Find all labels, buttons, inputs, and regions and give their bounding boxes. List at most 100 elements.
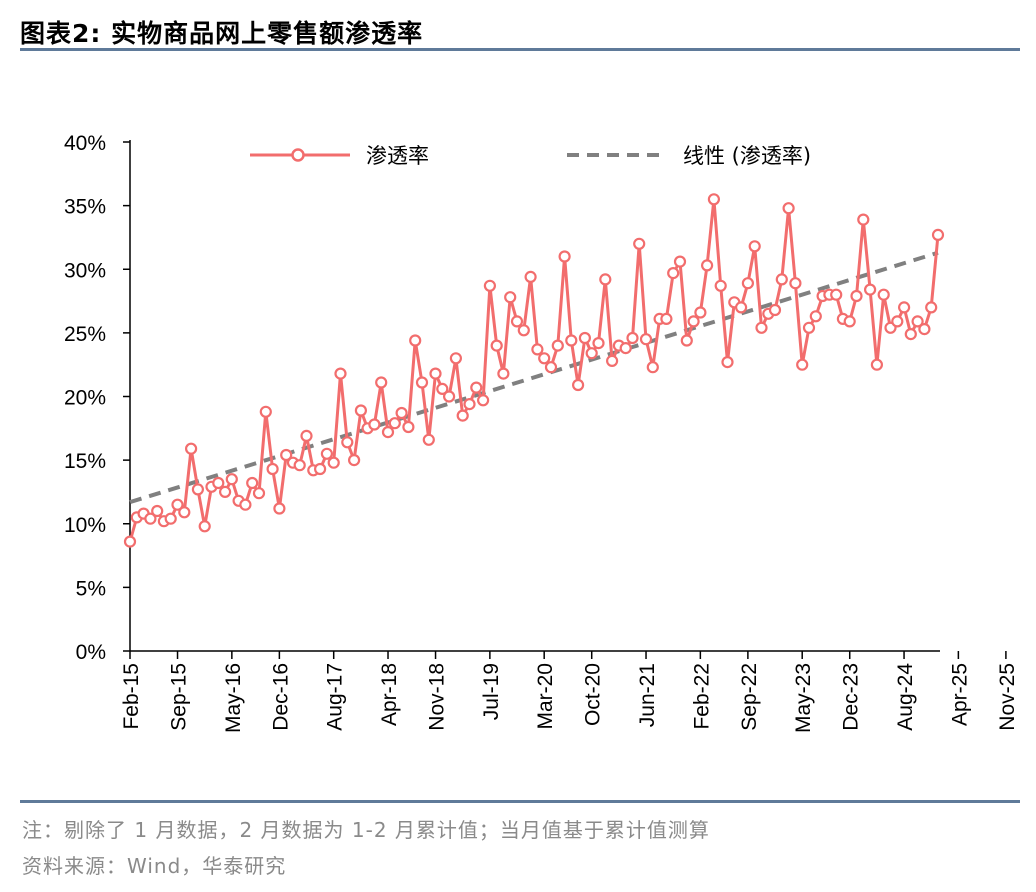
y-tick-label: 0% <box>76 641 106 664</box>
x-tick-label: Aug-17 <box>324 663 347 731</box>
data-point <box>830 288 843 301</box>
data-point <box>463 398 476 411</box>
data-point <box>185 442 198 455</box>
x-tick-label: Mar-20 <box>534 663 557 730</box>
x-tick-label: Oct-20 <box>582 663 605 726</box>
data-point <box>687 315 700 328</box>
data-point <box>144 512 157 525</box>
data-point <box>504 291 517 304</box>
data-point <box>782 202 795 215</box>
data-point <box>633 237 646 250</box>
data-point <box>497 367 510 380</box>
data-point <box>796 358 809 371</box>
data-point <box>925 301 938 314</box>
data-point <box>748 240 761 253</box>
y-axis: 0% 5% 10% 15% 20% 25% 30% 35% 40% <box>64 132 131 664</box>
data-point <box>320 447 333 460</box>
data-point <box>354 404 367 417</box>
data-point <box>517 324 530 337</box>
data-point <box>266 462 279 476</box>
data-point <box>565 334 578 347</box>
y-tick-label: 35% <box>64 196 106 219</box>
data-point <box>897 301 911 314</box>
series-line <box>128 197 940 543</box>
data-point <box>768 303 782 317</box>
data-point <box>334 367 347 380</box>
x-tick-label: Feb-15 <box>120 663 143 730</box>
data-point <box>680 334 693 347</box>
data-point <box>585 347 598 360</box>
legend-series-label: 渗透率 <box>366 144 429 168</box>
source-note: 资料来源：Wind，华泰研究 <box>22 854 287 878</box>
chart: 0% 5% 10% 15% 20% 25% 30% 35% 40% Feb-15 Sep-15 Ma… <box>64 132 1019 733</box>
x-tick-label: Nov-25 <box>996 663 1019 731</box>
data-point <box>694 306 707 319</box>
x-tick-label: Jun-21 <box>636 663 659 727</box>
data-point <box>741 277 755 290</box>
data-point <box>415 376 429 389</box>
data-point <box>510 315 524 328</box>
data-point <box>443 390 456 403</box>
data-point <box>599 273 612 286</box>
data-point <box>809 310 822 323</box>
data-point <box>191 483 204 496</box>
y-tick-label: 25% <box>64 323 106 346</box>
data-point <box>619 342 632 355</box>
data-point <box>381 426 395 439</box>
data-point <box>483 279 496 292</box>
data-point <box>850 289 863 303</box>
data-point <box>857 213 870 226</box>
data-point <box>171 498 184 511</box>
y-tick-label: 10% <box>64 514 106 537</box>
data-point <box>402 420 415 434</box>
data-point <box>164 512 177 525</box>
penetration-series <box>123 193 945 548</box>
data-point <box>544 361 558 374</box>
x-tick-label: Dec-23 <box>840 663 863 731</box>
data-point <box>531 343 544 356</box>
data-point <box>571 378 585 392</box>
x-tick-label: Aug-24 <box>894 663 917 731</box>
data-point <box>368 418 381 431</box>
data-point <box>327 456 340 469</box>
x-tick-label: Sep-15 <box>168 663 191 731</box>
data-point <box>123 535 137 548</box>
data-point <box>259 405 272 418</box>
data-point <box>626 331 639 345</box>
data-point <box>538 352 551 365</box>
data-point <box>734 301 748 314</box>
data-point <box>721 356 734 369</box>
data-point <box>660 312 673 325</box>
data-point <box>931 228 945 241</box>
x-tick-label: Dec-16 <box>269 663 292 731</box>
data-point <box>789 277 802 290</box>
data-point <box>877 288 890 301</box>
data-point <box>755 321 768 334</box>
data-point <box>341 436 354 449</box>
x-tick-label: Apr-18 <box>378 663 401 726</box>
data-point <box>673 255 687 268</box>
data-point <box>490 339 503 352</box>
y-tick-label: 15% <box>64 450 106 473</box>
data-point <box>775 273 788 286</box>
data-point <box>239 498 252 511</box>
data-point <box>524 270 537 283</box>
data-point <box>198 520 211 533</box>
bottom-rule <box>20 800 1020 803</box>
data-point <box>904 328 917 341</box>
data-point <box>911 315 924 328</box>
data-point <box>558 250 571 263</box>
trend-series <box>129 250 939 505</box>
footnote: 注：剔除了 1 月数据，2 月数据为 1-2 月累计值；当月值基于累计值测算 <box>22 818 710 842</box>
data-point <box>225 473 238 486</box>
y-tick-label: 30% <box>64 259 106 282</box>
data-point <box>646 361 659 374</box>
figure-title: 图表2: 实物商品网上零售额渗透率 <box>20 19 424 48</box>
x-tick-label: Feb-22 <box>690 663 713 730</box>
data-point <box>280 448 293 462</box>
data-point <box>375 376 388 389</box>
x-axis: Feb-15 Sep-15 May-16 Dec-16 Aug-17 Apr-18 Nov-… <box>120 650 1019 733</box>
data-point <box>707 193 721 206</box>
x-tick-label: May-16 <box>222 663 245 733</box>
x-tick-label: May-23 <box>792 663 815 733</box>
